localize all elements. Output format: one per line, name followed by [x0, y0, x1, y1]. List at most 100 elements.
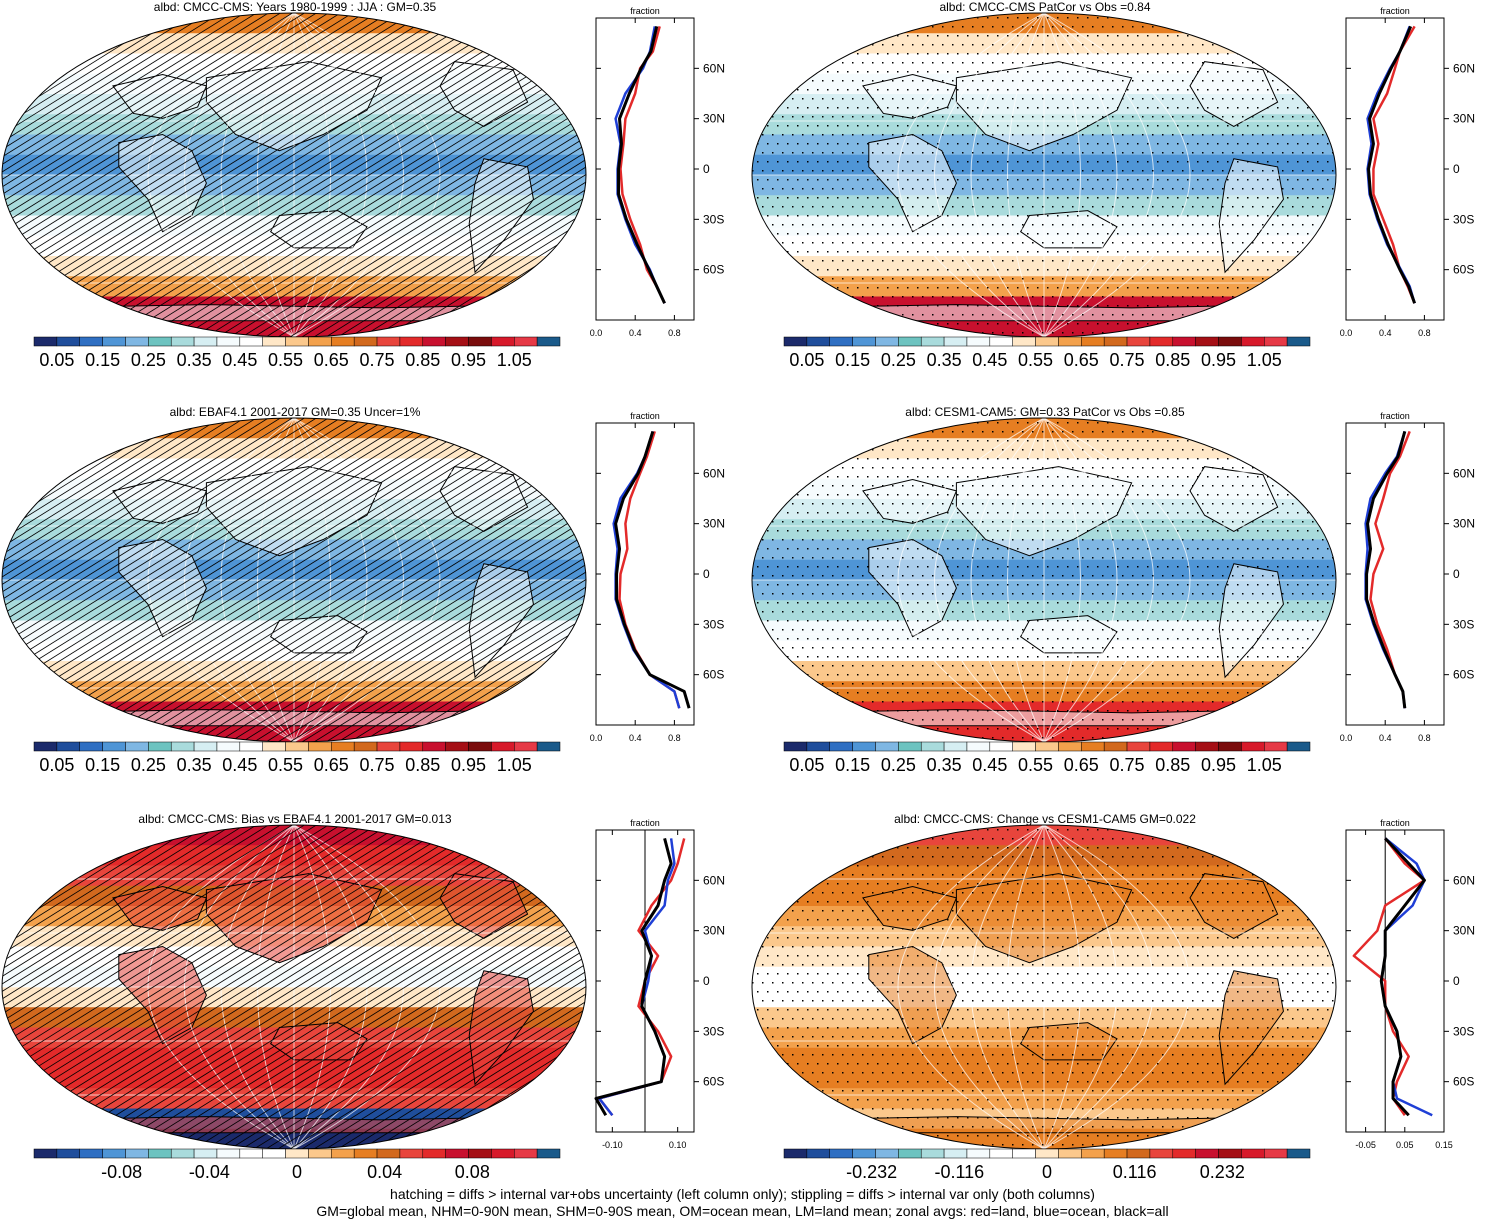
colorbar-swatch: [148, 336, 172, 347]
colorbar-swatch: [399, 1148, 424, 1159]
hatch-line: [2, 13, 233, 337]
panel-2: albd: EBAF4.1 2001-2017 GM=0.35 Uncer=1%…: [0, 405, 742, 813]
hatch-line: [409, 825, 586, 1149]
colorbar-swatch: [966, 336, 991, 347]
hatch-line: [373, 13, 586, 337]
hatch-line: [49, 13, 569, 337]
hatch-line: [337, 13, 586, 337]
colorbar-swatch: [898, 336, 922, 347]
colorbar-swatch: [285, 741, 309, 752]
colorbar-label: 0: [292, 1162, 302, 1182]
hatch-line: [2, 418, 329, 742]
colorbar-swatch: [514, 1148, 538, 1159]
colorbar-label: 1.05: [497, 350, 532, 370]
lat-label: 30S: [703, 212, 724, 226]
colorbar-label: 1.05: [1247, 755, 1282, 775]
colorbar-label: 0.25: [131, 755, 166, 775]
x-tick-label: 0.8: [668, 328, 681, 338]
footer-line-2: GM=global mean, NHM=0-90N mean, SHM=0-90…: [316, 1203, 1169, 1219]
continent-outline: [862, 479, 958, 524]
colorbar-swatch: [783, 336, 808, 347]
map-title: albd: CESM1-CAM5: GM=0.33 PatCor vs Obs …: [905, 405, 1185, 419]
colorbar-label: 0.15: [835, 755, 870, 775]
hatch-line: [2, 825, 233, 1149]
colorbar-swatch: [331, 741, 355, 752]
hatch-line: [229, 13, 586, 337]
colorbar-swatch: [1058, 1148, 1082, 1159]
colorbar-label: 0.35: [177, 755, 212, 775]
x-tick-label: -0.05: [1355, 1140, 1376, 1150]
hatch-line: [2, 13, 365, 337]
hatch-line: [2, 13, 305, 337]
colorbar-swatch: [1241, 1148, 1265, 1159]
hatch-line: [2, 825, 425, 1149]
colorbar-swatch: [445, 741, 469, 752]
x-tick-label: 0.4: [1379, 328, 1392, 338]
colorbar-label: 0.45: [222, 350, 257, 370]
hatch-line: [349, 13, 586, 337]
hatch-line: [49, 825, 569, 1149]
colorbar-swatch: [1126, 741, 1151, 752]
colorbar-label: -0.08: [101, 1162, 142, 1182]
hatch-line: [229, 825, 586, 1149]
colorbar-swatch: [79, 741, 103, 752]
zonal-frame: [595, 422, 695, 726]
hatch-line: [385, 825, 586, 1149]
colorbar-swatch: [399, 336, 424, 347]
lat-label: 0: [703, 567, 710, 581]
colorbar-swatch: [989, 1148, 1013, 1159]
colorbar-swatch: [468, 336, 492, 347]
colorbar-label: 0: [1042, 1162, 1052, 1182]
colorbar-swatch: [920, 741, 945, 752]
hatch-line: [2, 418, 197, 742]
colorbar-swatch: [943, 336, 968, 347]
colorbar-swatch: [1195, 336, 1219, 347]
hatch-line: [397, 13, 586, 337]
colorbar-swatch: [1149, 336, 1174, 347]
hatch-line: [217, 418, 586, 742]
continent-outline: [1218, 563, 1284, 679]
colorbar-swatch: [875, 741, 899, 752]
continent-outline: [497, 20, 564, 50]
colorbar-swatch: [966, 741, 991, 752]
hatch-line: [301, 825, 586, 1149]
hatch-line: [2, 13, 209, 337]
colorbar-swatch: [1241, 741, 1265, 752]
hatch-line: [277, 13, 586, 337]
hatch-line: [2, 418, 389, 742]
stipple-dots: [752, 422, 1334, 739]
colorbar-label: 0.45: [222, 755, 257, 775]
hatch-line: [241, 825, 586, 1149]
hatch-line: [2, 418, 305, 742]
zonal-series-all: [1379, 837, 1426, 1117]
colorbar-label: 0.05: [789, 350, 824, 370]
colorbar-swatch: [422, 741, 446, 752]
hatch-line: [277, 418, 586, 742]
hatch-line: [313, 825, 586, 1149]
hatch-line: [217, 13, 586, 337]
colorbar-label: 0.75: [360, 755, 395, 775]
hatch-line: [2, 418, 341, 742]
colorbar-label: 0.95: [451, 350, 486, 370]
stipple-dots: [752, 17, 1334, 334]
colorbar-label: 0.55: [1018, 350, 1053, 370]
colorbar-swatch: [514, 336, 538, 347]
continent-outline: [1247, 425, 1314, 455]
colorbar-swatch: [536, 741, 561, 752]
lat-label: 0: [1453, 974, 1460, 988]
lat-label: 0: [1453, 162, 1460, 176]
colorbar-swatch: [56, 1148, 80, 1159]
chart-svg: 0.05 0.15 0.25 0.35 0.45 0.55 0.65 0.75 0.85 0.95…: [1, 411, 725, 775]
colorbar-swatch: [1286, 741, 1311, 752]
x-tick-label: 0.0: [590, 328, 603, 338]
colorbar-label: 0.55: [268, 350, 303, 370]
zonal-series-all: [594, 838, 673, 1116]
colorbar-swatch: [989, 741, 1013, 752]
hatch-line: [2, 825, 281, 1149]
hatch-line: [2, 418, 425, 742]
hatch-line: [2, 418, 221, 742]
hatch-line: [2, 825, 293, 1149]
hatch-line: [193, 825, 586, 1149]
colorbar-swatch: [262, 336, 286, 347]
hatch-line: [265, 825, 586, 1149]
